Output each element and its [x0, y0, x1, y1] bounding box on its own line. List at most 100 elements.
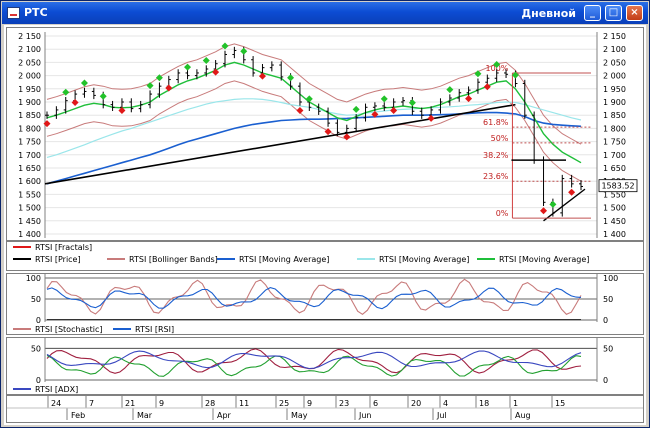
day-label: 9	[307, 399, 312, 408]
legend-entry: RTSI [Moving Average]	[239, 255, 329, 264]
price-legend: RTSI [Fractals] RTSI [Price] RTSI [Bolling…	[6, 241, 644, 271]
month-label: Jun	[358, 411, 372, 420]
fractal-up-marker	[408, 99, 416, 107]
fractal-up-marker	[352, 105, 360, 113]
day-label: 20	[411, 399, 421, 408]
fractal-up-marker	[380, 95, 388, 103]
fractal-up-marker	[446, 86, 454, 94]
legend-svg: RTSI [Fractals] RTSI [Price] RTSI [Bolling…	[13, 243, 589, 264]
y-tick-label: 1 800	[18, 124, 41, 133]
fractal-up-marker	[62, 88, 70, 96]
oscillator-tick-label-right: 50	[603, 344, 613, 353]
y-tick-label: 1 500	[18, 204, 41, 213]
month-label: Apr	[217, 411, 232, 420]
minimize-button[interactable]: _	[584, 5, 601, 21]
fractal-up-marker	[305, 95, 313, 103]
oscillator-line	[46, 355, 582, 377]
y-tick-label: 1 650	[18, 164, 41, 173]
current-price-box	[598, 179, 638, 193]
date-axis-svg: 24 7 21 9 28 11 25 9 23 6 20 4 18 1 15 Feb Mar Apr May Jun J…	[7, 396, 643, 420]
oscillator-line	[46, 348, 582, 374]
bollinger-upper	[46, 43, 582, 145]
fibonacci-level-label: 23.6%	[483, 172, 509, 181]
close-button[interactable]: ×	[626, 5, 643, 21]
day-label: 1	[513, 399, 518, 408]
fibonacci-level-label: 61.8%	[483, 118, 509, 127]
price-panel[interactable]: 2 150 2 100 2 050 2 000 1 950 1 900 1 850 1 800…	[6, 27, 644, 241]
maximize-button[interactable]: □	[605, 5, 622, 21]
fractal-up-marker	[184, 63, 192, 71]
fractal-up-marker	[146, 82, 154, 90]
y-tick-label: 1 400	[18, 230, 41, 239]
oscillator-tick-label: 50	[31, 295, 41, 304]
right-y-tick-label: 1 900	[603, 98, 626, 107]
oscillator-line	[46, 287, 582, 310]
chart-timeframe-title: Дневной	[521, 7, 576, 20]
legend-entry: RTSI [Moving Average]	[379, 255, 469, 264]
legend-entry: RTSI [Moving Average]	[499, 255, 589, 264]
title-bar[interactable]: РТС Дневной _ □ ×	[2, 2, 648, 24]
y-tick-label: 2 050	[18, 58, 41, 67]
fibonacci-level-label: 50%	[491, 134, 509, 143]
fractal-down-marker	[465, 95, 473, 103]
fractal-down-marker	[324, 128, 332, 136]
app-title: РТС	[24, 6, 48, 19]
y-tick-label: 1 700	[18, 151, 41, 160]
y-tick-label: 2 000	[18, 72, 41, 81]
right-y-tick-label: 1 800	[603, 124, 626, 133]
moving-average-cyan	[46, 98, 582, 158]
legend-entry: RTSI [RSI]	[135, 325, 174, 334]
chart-app-icon	[7, 7, 20, 19]
day-label: 21	[125, 399, 135, 408]
trend-line-short	[543, 188, 586, 222]
oscillator-tick-label: 50	[31, 344, 41, 353]
fractal-down-marker	[390, 106, 398, 114]
y-tick-label: 1 850	[18, 111, 41, 120]
moving-average-blue	[46, 111, 582, 185]
fractal-up-marker	[240, 47, 248, 55]
bollinger-lower	[46, 80, 582, 182]
right-y-tick-label: 2 150	[603, 32, 626, 41]
date-axis: 24 7 21 9 28 11 25 9 23 6 20 4 18 1 15 Feb Mar Apr May Jun J…	[6, 395, 644, 423]
adx-panel[interactable]: 50 50 0 0 RTSI [ADX]	[6, 337, 644, 395]
fractal-down-marker	[371, 110, 379, 118]
right-y-tick-label: 1 400	[603, 230, 626, 239]
month-label: Mar	[137, 411, 153, 420]
fibonacci-level-label: 38.2%	[483, 151, 509, 160]
oscillator-tick-label: 0	[36, 376, 41, 385]
legend-entry: RTSI [Bollinger Bands]	[129, 255, 218, 264]
day-label: 9	[159, 399, 164, 408]
fractal-up-marker	[493, 61, 501, 69]
month-label: Feb	[71, 411, 85, 420]
right-y-tick-label: 1 700	[603, 151, 626, 160]
y-tick-label: 1 750	[18, 138, 41, 147]
right-y-tick-label: 2 050	[603, 58, 626, 67]
fractal-down-marker	[71, 99, 79, 107]
fractal-up-marker	[549, 200, 557, 208]
legend-entry: RTSI [Stochastic]	[35, 325, 103, 334]
fractal-down-marker	[568, 188, 576, 196]
day-label: 23	[339, 399, 349, 408]
fractal-up-marker	[99, 92, 107, 100]
day-label: 25	[279, 399, 289, 408]
right-y-tick-label: 1 850	[603, 111, 626, 120]
oscillator-tick-label: 100	[26, 274, 41, 283]
day-label: 7	[89, 399, 94, 408]
oscillator-line	[46, 278, 582, 315]
oscillator-tick-label-right: 0	[603, 316, 608, 325]
fractal-up-marker	[202, 57, 210, 65]
stochastic-rsi-panel[interactable]: 100 100 50 50 0 0 RTSI [Stochastic] RTSI [RSI]	[6, 273, 644, 335]
fibonacci-level-label: 0%	[496, 209, 509, 218]
y-tick-label: 2 100	[18, 45, 41, 54]
fractal-down-marker	[343, 133, 351, 141]
y-tick-label: 1 450	[18, 217, 41, 226]
day-label: 11	[239, 399, 249, 408]
oscillator-tick-label: 0	[36, 316, 41, 325]
fractal-down-marker	[43, 120, 51, 128]
legend-entry: RTSI [ADX]	[35, 385, 78, 394]
fractal-down-marker	[427, 114, 435, 122]
right-y-tick-label: 1 650	[603, 164, 626, 173]
month-label: Aug	[515, 411, 531, 420]
